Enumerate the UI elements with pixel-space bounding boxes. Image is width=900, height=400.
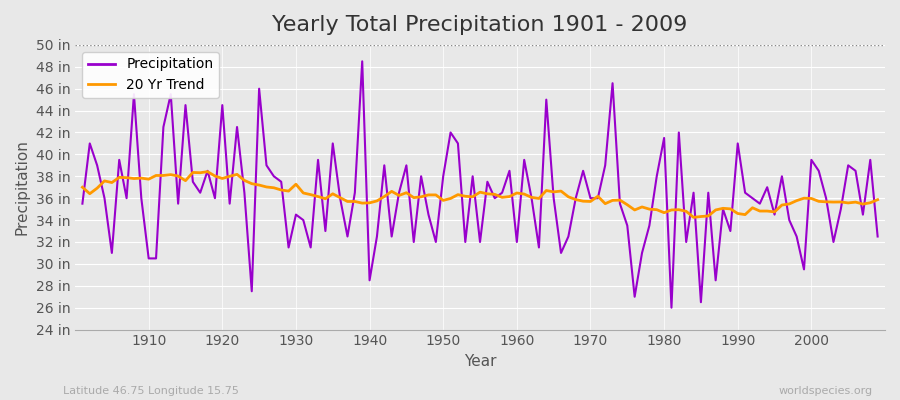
Y-axis label: Precipitation: Precipitation	[15, 139, 30, 235]
Precipitation	[298, 218, 309, 222]
Legend: Precipitation, 20 Yr Trend: Precipitation, 20 Yr Trend	[82, 52, 219, 98]
20 Yr Trend	[136, 176, 147, 180]
Text: worldspecies.org: worldspecies.org	[778, 386, 873, 396]
Precipitation	[356, 59, 367, 64]
Precipitation	[342, 234, 353, 239]
20 Yr Trend	[688, 215, 699, 220]
Precipitation	[77, 201, 88, 206]
Title: Yearly Total Precipitation 1901 - 2009: Yearly Total Precipitation 1901 - 2009	[273, 15, 688, 35]
20 Yr Trend	[608, 198, 618, 203]
X-axis label: Year: Year	[464, 354, 496, 369]
20 Yr Trend	[349, 199, 360, 204]
Text: Latitude 46.75 Longitude 15.75: Latitude 46.75 Longitude 15.75	[63, 386, 238, 396]
20 Yr Trend	[518, 192, 529, 196]
Precipitation	[872, 234, 883, 239]
Line: 20 Yr Trend: 20 Yr Trend	[83, 172, 878, 217]
Precipitation	[666, 305, 677, 310]
20 Yr Trend	[305, 192, 316, 197]
20 Yr Trend	[77, 185, 88, 190]
20 Yr Trend	[511, 190, 522, 195]
20 Yr Trend	[872, 197, 883, 202]
Precipitation	[518, 158, 529, 162]
Precipitation	[608, 81, 618, 86]
Precipitation	[511, 240, 522, 244]
Precipitation	[136, 196, 147, 200]
20 Yr Trend	[202, 169, 213, 174]
Line: Precipitation: Precipitation	[83, 61, 878, 308]
